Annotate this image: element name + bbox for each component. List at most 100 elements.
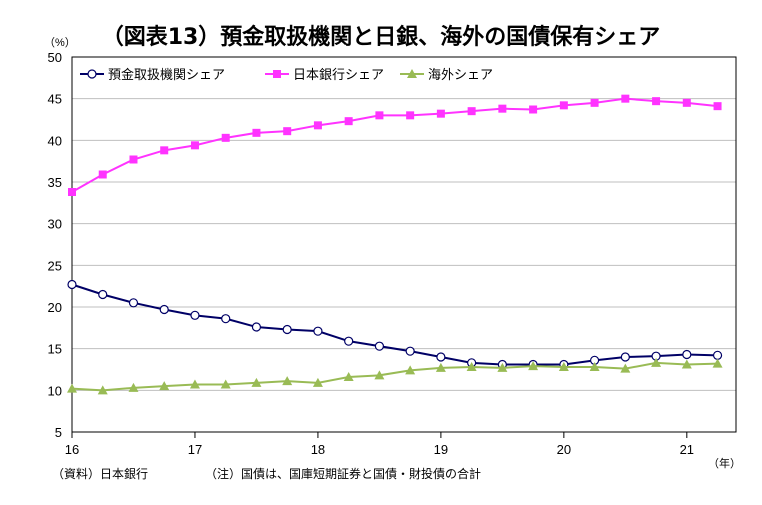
y-tick-label: 10 [48, 383, 62, 398]
series-2-point [652, 97, 661, 106]
series-3-point [220, 379, 231, 389]
series-3-point [128, 382, 139, 392]
series-1-point [344, 336, 354, 346]
series-group [67, 94, 723, 395]
series-2-point [529, 105, 538, 114]
legend-marker [273, 70, 281, 78]
x-axis-unit: （年） [708, 456, 741, 470]
series-1-point [682, 349, 692, 360]
remark-note: （注）国債は、国庫短期証券と国債・財投債の合計 [205, 466, 481, 481]
series-1-point [190, 310, 200, 320]
series-2-line [71, 97, 718, 193]
series-2-point [283, 127, 292, 136]
series-3-point [528, 361, 539, 371]
series-2-point [682, 98, 691, 107]
y-tick-label: 25 [48, 258, 62, 273]
series-2-point [68, 188, 76, 196]
series-3-point [67, 383, 77, 393]
legend-label: 海外シェア [428, 68, 493, 83]
series-2-point [498, 104, 507, 113]
legend: 預金取扱機関シェア 日本銀行シェア 海外シェア [80, 67, 493, 83]
y-tick-label: 15 [48, 342, 62, 357]
series-2-point [406, 111, 415, 120]
series-3-point [343, 372, 354, 381]
series-1-point [159, 304, 169, 315]
series-2-point [313, 121, 322, 130]
grid-lines [72, 98, 736, 391]
series-1-point [98, 289, 108, 300]
y-tick-label: 45 [48, 92, 62, 107]
series-3-point [97, 385, 108, 395]
series-2-point [129, 155, 138, 164]
legend-item-3: 海外シェア [400, 68, 493, 83]
series-3-point [681, 359, 692, 369]
series-3-point [497, 362, 508, 372]
series-1-point [67, 279, 77, 290]
series-1-line [71, 283, 718, 366]
series-3-point [374, 370, 385, 380]
series-3-point [466, 362, 477, 371]
series-1 [67, 279, 723, 370]
series-2-point [160, 146, 169, 155]
series-3-point [405, 365, 416, 375]
series-3-point [558, 362, 569, 371]
plot-area [71, 56, 737, 433]
series-3-point [189, 379, 200, 389]
series-1-point [313, 326, 323, 336]
x-tick-label: 18 [311, 442, 325, 457]
series-3-point [435, 362, 446, 372]
series-1-point [221, 314, 231, 324]
y-tick-label: 5 [55, 425, 62, 440]
series-2-point [467, 107, 476, 116]
series-2-point [252, 128, 261, 137]
series-3-point [620, 363, 631, 373]
series-1-point [436, 352, 446, 362]
y-tick-label: 40 [48, 133, 62, 148]
y-axis: 5 10 15 20 25 30 35 40 45 50 [48, 50, 62, 440]
series-2-point [621, 94, 630, 103]
series-3-point [712, 358, 723, 368]
legend-label: 預金取扱機関シェア [108, 67, 225, 83]
series-3 [67, 357, 723, 395]
legend-item-1: 預金取扱機関シェア [80, 67, 225, 83]
series-1-point [374, 341, 385, 351]
series-2-point [713, 102, 722, 111]
series-1-point [251, 322, 262, 332]
series-2-point [190, 141, 199, 150]
series-3-line [71, 361, 718, 392]
source-note: （資料）日本銀行 [52, 467, 148, 481]
series-1-point [712, 350, 723, 360]
series-3-point [251, 377, 262, 387]
chart-title: （図表13）預金取扱機関と日銀、海外の国債保有シェア [102, 24, 661, 50]
y-axis-unit: （%） [44, 36, 76, 49]
series-2-point [559, 101, 568, 110]
y-tick-label: 30 [48, 217, 62, 232]
x-tick-label: 20 [557, 442, 571, 457]
legend-marker [87, 69, 97, 79]
y-tick-label: 35 [48, 175, 62, 190]
series-2-point [436, 109, 445, 118]
series-2-point [344, 117, 353, 126]
series-2-point [590, 98, 599, 107]
x-tick-label: 19 [434, 442, 448, 457]
y-tick-label: 20 [48, 300, 62, 315]
series-1-point [620, 352, 630, 362]
series-2 [68, 94, 722, 196]
x-axis: 16 17 18 19 20 21 [65, 432, 694, 457]
x-tick-label: 17 [188, 442, 202, 457]
x-tick-label: 16 [65, 442, 79, 457]
series-3-point [282, 376, 293, 386]
series-3-point [312, 377, 323, 387]
series-3-point [159, 381, 170, 391]
y-tick-label: 50 [48, 50, 62, 65]
series-2-point [221, 133, 230, 142]
series-1-point [128, 298, 139, 308]
series-3-point [651, 357, 662, 367]
legend-label: 日本銀行シェア [293, 68, 384, 83]
series-1-point [405, 346, 415, 356]
series-2-point [375, 111, 384, 120]
x-tick-label: 21 [680, 442, 694, 457]
series-3-point [589, 362, 600, 371]
legend-item-2: 日本銀行シェア [265, 68, 384, 83]
